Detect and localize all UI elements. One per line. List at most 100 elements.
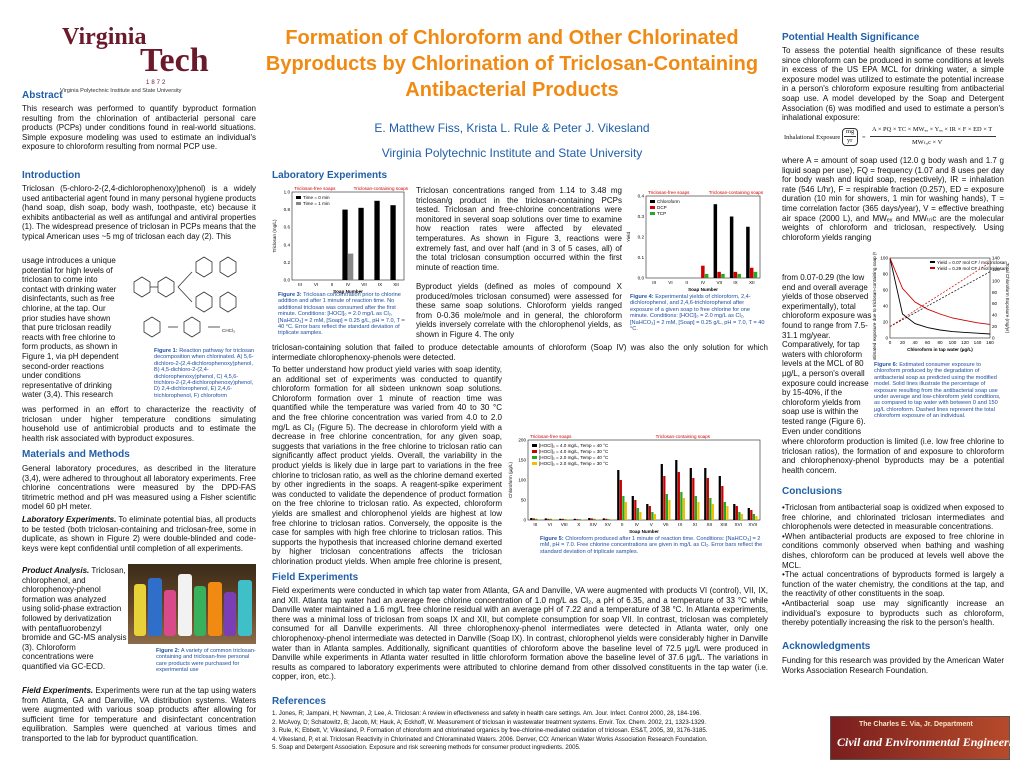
fig5-xtick: XIII <box>720 522 727 527</box>
fig5-bar <box>549 518 552 520</box>
figure6-caption: Figure 6: Estimated consumer exposure to… <box>874 362 1006 420</box>
figure5-chart: 0 50 100 150 200 III VI VIII X XIV XV II IV V VII IX XI X… <box>506 430 768 540</box>
fig5-bar <box>704 468 707 520</box>
fig4-xlabel: Soap Number <box>688 287 718 292</box>
fig3-xtick: XII <box>393 282 399 287</box>
fig5-bar <box>726 506 729 520</box>
fig5-xtick: IX <box>678 522 682 527</box>
conclusion-1: •Triclosan from antibacterial soap is ox… <box>782 503 1004 532</box>
abstract-text: This research was performed to quantify … <box>22 104 256 152</box>
fig5-bar <box>588 518 591 520</box>
health-heading: Potential Health Significance <box>782 32 920 43</box>
svg-text:CHCl₃: CHCl₃ <box>222 328 235 333</box>
fig5-bar <box>532 518 535 520</box>
fig5-bar <box>706 478 709 520</box>
fig5-bar <box>718 476 721 520</box>
fig6-legend-swatch <box>930 267 935 269</box>
fig6-xtick: 60 <box>925 340 931 345</box>
fig5-bar <box>564 519 567 520</box>
fig4-legend-label: DCP <box>657 205 667 210</box>
figure5-caption-text: Chloroform produced after 1 minute of re… <box>540 536 763 555</box>
figure1-label: Figure 1: <box>154 348 178 354</box>
fig4-ytick: 0.2 <box>638 235 645 240</box>
figure5-caption: Figure 5: Chloroform produced after 1 mi… <box>540 536 768 555</box>
arrow-a <box>177 271 193 288</box>
fig6-y2tick: 20 <box>992 324 998 329</box>
equation-units-bottom: yr <box>847 137 853 144</box>
fig3-group-free: Triclosan-free soaps <box>294 186 336 191</box>
fig5-bar <box>752 514 755 520</box>
fig4-legend-label: TCP <box>657 211 666 216</box>
fig5-bar <box>544 518 547 520</box>
fig6-ytick: 0 <box>885 336 888 341</box>
figure4-caption: Figure 4: Experimental yields of chlorof… <box>630 294 768 332</box>
figure3-svg: 0.0 0.2 0.4 0.6 0.8 1.0 III VI II IV VII IX XII Tricl… <box>272 186 409 294</box>
fig4-xtick: III <box>652 280 656 285</box>
product-analysis-subhead: Product Analysis. <box>22 566 90 575</box>
fig4-ytick: 0.1 <box>638 255 645 260</box>
fig6-y2tick: 0 <box>992 336 995 341</box>
fig3-legend-swatch <box>296 196 301 199</box>
fig5-xtick: XI <box>693 522 697 527</box>
fig5-bar <box>624 502 628 520</box>
fig3-xtick: II <box>331 282 334 287</box>
figure4-chart: 0.0 0.1 0.2 0.3 0.4 III VI II IV VII IX XII Triclosa… <box>624 186 768 302</box>
fig4-bar <box>721 273 725 278</box>
references-heading: References <box>272 696 326 707</box>
cee-logo-line1: The Charles E. Via, Jr. Department <box>859 721 973 728</box>
fig3-xtick: IX <box>378 282 382 287</box>
fig3-bar <box>342 209 348 280</box>
equation-denominator: MWₜᵣᵢc × V <box>912 139 943 146</box>
fig3-xtick: III <box>298 282 302 287</box>
fig3-ylabel: Triclosan (mg/L) <box>272 219 277 252</box>
fig4-group-containing: Triclosan-containing soaps <box>709 190 764 195</box>
equation-numerator: A × PQ × TC × MWₑₓ × Yₑₓ × IR × F × ED ×… <box>872 126 993 133</box>
figure6-caption-text: Estimated consumer exposure to chlorofor… <box>874 362 1001 420</box>
cee-department-logo: The Charles E. Via, Jr. Department Civil… <box>830 716 1024 760</box>
fig6-total-exposure-line <box>889 262 991 327</box>
fig3-ytick: 0.6 <box>284 225 291 230</box>
fig5-bar <box>639 512 642 520</box>
fig3-xtick: VII <box>361 282 367 287</box>
fig5-bar <box>573 518 576 520</box>
introduction-p2: usage introduces a unique potential for … <box>22 256 119 400</box>
fig3-bar <box>348 253 354 280</box>
fig5-ylabel: Chloroform (µg/L) <box>508 461 513 498</box>
fig5-bar <box>605 518 608 520</box>
fig6-xtick: 40 <box>912 340 918 345</box>
fig5-xtick: VIII <box>561 522 568 527</box>
fig5-bar <box>617 470 620 520</box>
fig5-bar <box>578 519 581 520</box>
fig4-bar <box>753 271 758 278</box>
fig3-bar <box>390 205 396 280</box>
fig6-legend-label: Yield = 0.07 mol CF / mol triclosan <box>937 260 1007 265</box>
figure4-label: Figure 4: <box>630 294 654 300</box>
fig5-ytick: 200 <box>518 438 526 443</box>
figure1-reaction-scheme: CHCl₃ <box>124 252 256 348</box>
fig5-legend-label: [HOCl]₀ = 4.0 mg/L, Temp = 30 °C <box>539 449 609 454</box>
fig3-legend-label: Time = 0 min <box>303 195 330 200</box>
fig5-legend-swatch <box>532 462 537 465</box>
field-experiments-method-text: Experiments were run at the tap using wa… <box>22 686 256 743</box>
fig5-bar <box>648 506 651 520</box>
fig4-xtick: XII <box>749 280 755 285</box>
fig4-xtick: IV <box>701 280 706 285</box>
field-heading: Field Experiments <box>272 572 359 583</box>
fig5-bar <box>530 518 533 520</box>
fig6-y2label: Total Chloroform Exposure (mg/yr) <box>1005 263 1010 334</box>
poster-authors: E. Matthew Fiss, Krista L. Rule & Peter … <box>374 121 650 135</box>
fig6-xtick: 100 <box>949 340 957 345</box>
fig5-ytick: 50 <box>521 498 527 503</box>
abstract-heading: Abstract <box>22 90 63 101</box>
fig6-series-line <box>889 257 991 325</box>
equation-label: Inhalational Exposure <box>784 134 841 141</box>
fig6-legend-swatch <box>930 261 935 263</box>
figure3-chart: 0.0 0.2 0.4 0.6 0.8 1.0 III VI II IV VII IX XII Tricl… <box>270 182 412 300</box>
fig3-ytick: 0.2 <box>284 260 291 265</box>
fig5-ytick: 0 <box>523 518 526 523</box>
fig4-legend-swatch <box>650 212 655 215</box>
fig4-ytick: 0.0 <box>638 276 645 281</box>
fig4-ytick: 0.4 <box>638 194 645 199</box>
fig5-bar <box>595 519 599 520</box>
